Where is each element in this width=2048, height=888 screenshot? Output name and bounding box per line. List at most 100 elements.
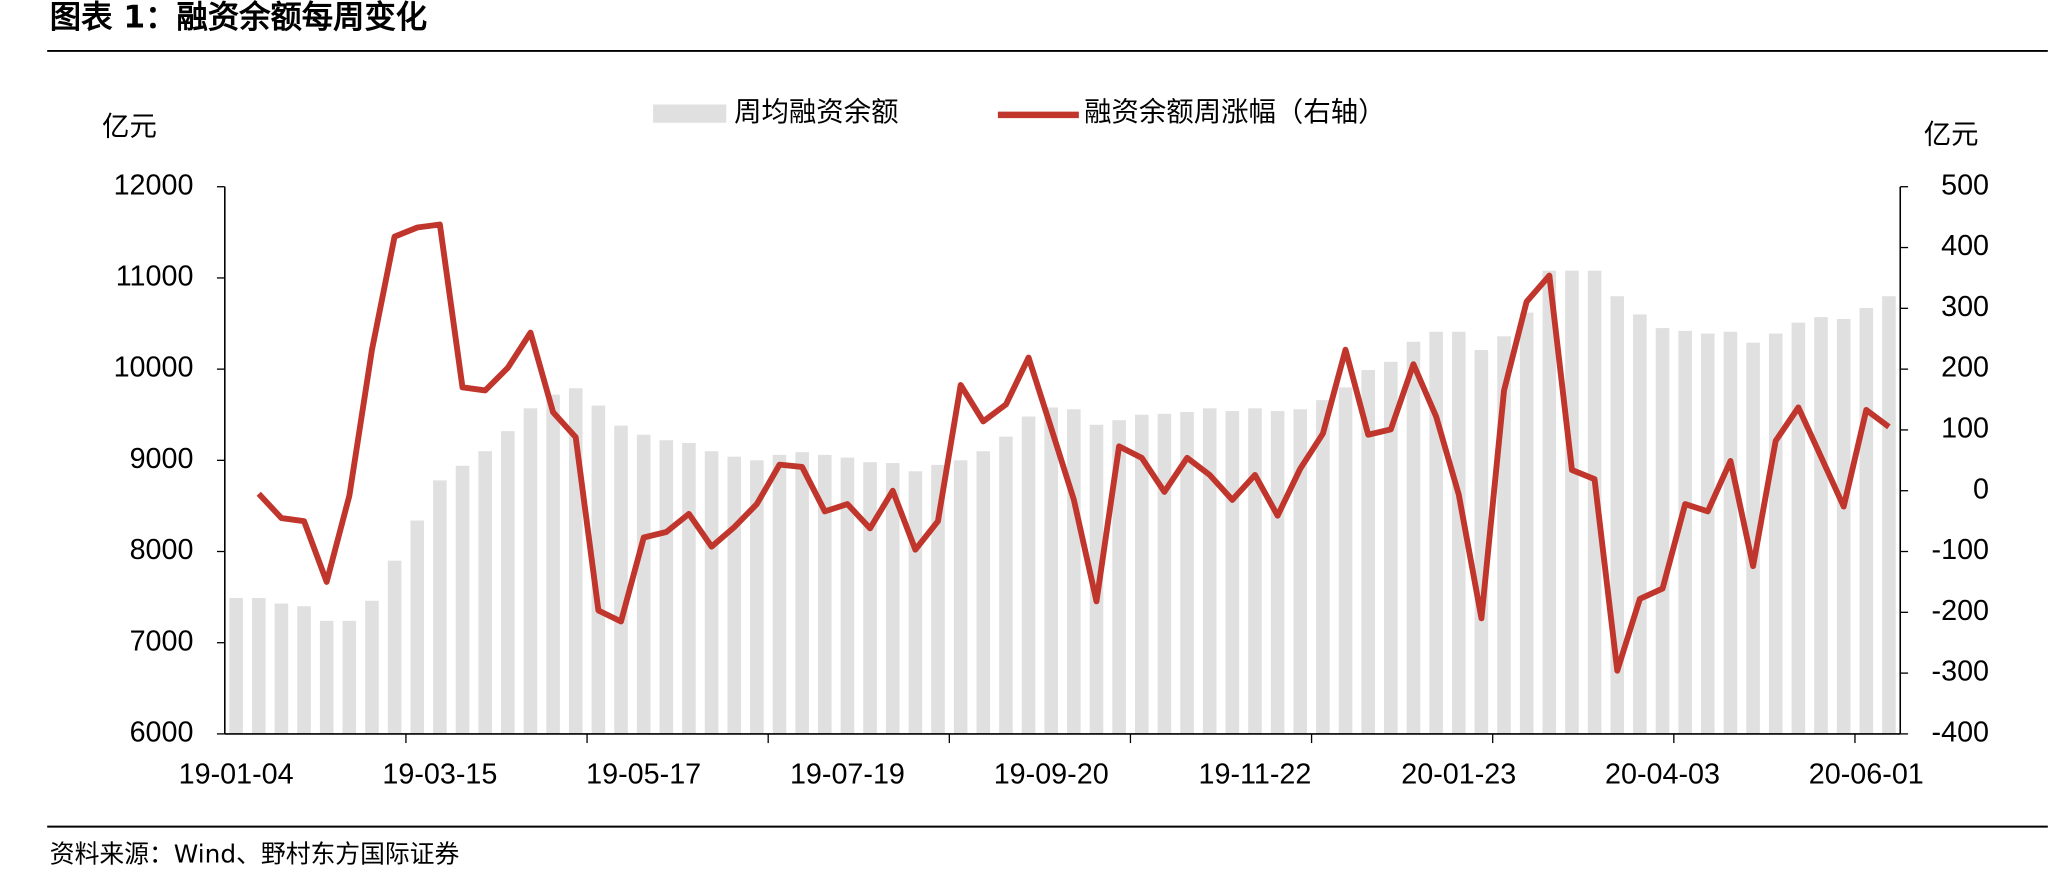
y2-tick-label: 200	[1941, 352, 1989, 384]
y2-tick-label: 0	[1973, 473, 1989, 505]
y-tick-label: 8000	[130, 534, 194, 566]
bar	[1746, 342, 1760, 734]
y2-axis-label: 亿元	[1924, 119, 1979, 150]
bar	[1044, 407, 1058, 734]
bar	[1406, 341, 1421, 734]
y-axis-label: 亿元	[102, 111, 157, 142]
bar	[750, 460, 764, 734]
bar	[1836, 318, 1851, 734]
y-tick-label: 7000	[130, 625, 194, 657]
bar	[636, 434, 651, 734]
bar	[1451, 331, 1466, 734]
bar	[1067, 409, 1081, 734]
bar	[1089, 424, 1104, 734]
bar	[1655, 328, 1670, 734]
x-tick-label: 19-01-04	[179, 758, 294, 790]
bar	[727, 456, 742, 734]
y-tick-label: 12000	[114, 169, 194, 201]
bar	[274, 603, 289, 734]
legend-label: 融资余额周涨幅（右轴）	[1084, 97, 1385, 128]
x-tick-label: 20-01-23	[1401, 758, 1516, 790]
y-tick-label: 6000	[130, 716, 194, 748]
bar	[1701, 333, 1715, 734]
bar	[1542, 270, 1557, 734]
bar	[1678, 330, 1692, 734]
x-tick-label: 19-11-22	[1199, 758, 1312, 790]
bar	[319, 620, 334, 734]
legend-swatch-bar	[653, 104, 727, 123]
bar	[523, 408, 538, 734]
bar	[251, 598, 266, 734]
bar	[501, 431, 515, 734]
bar	[953, 460, 968, 734]
bar	[591, 405, 606, 734]
bar	[297, 606, 311, 734]
bar	[1859, 308, 1874, 734]
bar	[840, 457, 855, 734]
y2-tick-label: 300	[1941, 291, 1989, 323]
bar	[342, 620, 357, 734]
bar	[1474, 349, 1489, 734]
bar	[365, 600, 379, 734]
bar	[1882, 296, 1896, 734]
bar	[1202, 408, 1217, 734]
bar	[908, 471, 923, 734]
bar	[1384, 361, 1398, 734]
y-tick-label: 10000	[114, 352, 194, 384]
bar	[1180, 411, 1194, 734]
y2-tick-label: 400	[1941, 230, 1989, 262]
y-tick-label: 11000	[116, 261, 194, 293]
bar	[1316, 400, 1330, 734]
y2-tick-label: -200	[1932, 595, 1989, 627]
bar	[772, 454, 787, 734]
y2-tick-label: -400	[1932, 716, 1989, 748]
legend-label: 周均融资余额	[734, 97, 898, 128]
y2-tick-label: -100	[1932, 534, 1989, 566]
chart-title: 图表 1：融资余额每周变化	[50, 0, 427, 35]
bar	[1814, 317, 1828, 734]
bar	[1112, 420, 1126, 734]
bar	[885, 463, 900, 734]
bar	[1157, 413, 1172, 734]
bar	[1633, 314, 1647, 734]
line	[256, 221, 1891, 674]
bar	[1270, 411, 1285, 734]
bar	[1519, 312, 1534, 734]
bar	[1565, 270, 1579, 734]
y2-tick-label: -300	[1932, 656, 1989, 688]
x-tick-label: 20-06-01	[1809, 758, 1924, 790]
y-tick-label: 9000	[130, 443, 194, 475]
bar	[1429, 331, 1443, 734]
x-tick-label: 20-04-03	[1605, 758, 1720, 790]
source: 资料来源：Wind、野村东方国际证券	[50, 839, 460, 868]
x-tick-label: 19-03-15	[382, 758, 497, 790]
bar	[704, 451, 719, 734]
bar	[999, 436, 1013, 734]
bar	[795, 452, 809, 734]
bar	[1134, 414, 1149, 734]
bar	[863, 462, 877, 734]
bar	[614, 425, 628, 734]
bar	[433, 480, 447, 734]
bar	[659, 440, 674, 734]
bar	[546, 394, 560, 734]
y2-tick-label: 500	[1941, 169, 1989, 201]
bar	[1225, 411, 1240, 734]
bar	[1021, 416, 1036, 734]
x-tick-label: 19-07-19	[790, 758, 905, 790]
x-tick-label: 19-05-17	[586, 758, 701, 790]
bar	[1338, 387, 1353, 734]
bar	[976, 451, 991, 734]
y2-tick-label: 100	[1941, 413, 1989, 445]
bar	[1723, 331, 1738, 734]
bar	[1293, 409, 1308, 734]
bar	[1248, 408, 1262, 734]
bar	[229, 598, 243, 734]
bar	[387, 560, 402, 734]
bar	[1791, 322, 1806, 734]
bar	[682, 442, 696, 734]
bar	[478, 451, 492, 734]
bar	[931, 464, 945, 734]
bar	[1768, 333, 1783, 734]
